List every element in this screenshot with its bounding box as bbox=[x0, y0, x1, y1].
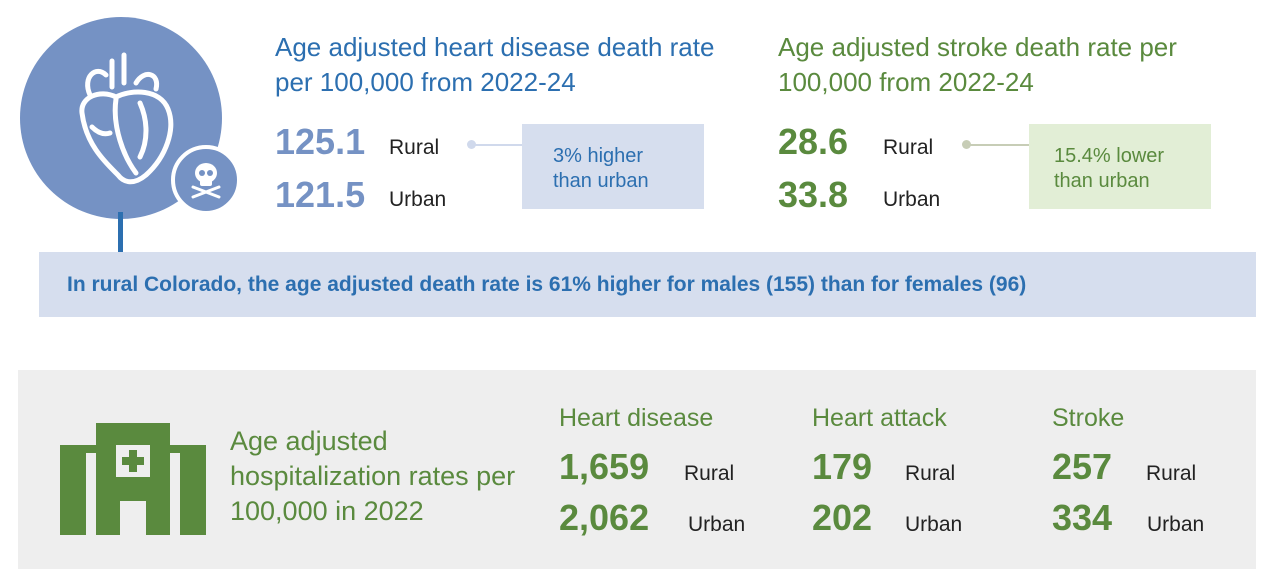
connector-line bbox=[118, 212, 123, 252]
heart-urban-label: Urban bbox=[389, 188, 447, 211]
hosp-col-heading: Stroke bbox=[1052, 404, 1125, 432]
heart-rural-label: Rural bbox=[389, 136, 440, 159]
hosp-col-heading: Heart disease bbox=[559, 404, 714, 432]
heart-urban-value: 121.5 bbox=[275, 174, 366, 215]
stroke-comparison-text: 15.4% lower than urban bbox=[1054, 145, 1165, 192]
hosp-stroke-urban-value: 334 bbox=[1052, 497, 1113, 538]
hosp-rural-label: Rural bbox=[905, 462, 956, 485]
heart-comparison-box: 3% higher than urban bbox=[522, 124, 704, 209]
skull-crossbones-icon bbox=[191, 163, 221, 199]
connector-line bbox=[471, 144, 527, 146]
hosp-rural-label: Rural bbox=[1146, 462, 1197, 485]
hosp-rural-label: Rural bbox=[684, 462, 735, 485]
stroke-urban-label: Urban bbox=[883, 188, 941, 211]
stroke-urban-value: 33.8 bbox=[778, 174, 849, 215]
hosp-heart-disease-urban-value: 2,062 bbox=[559, 497, 650, 538]
stroke-rural-label: Rural bbox=[883, 136, 934, 159]
stroke-title: Age adjusted stroke death rate per 100,0… bbox=[778, 32, 1177, 97]
heart-rural-value: 125.1 bbox=[275, 121, 366, 162]
heart-circle bbox=[20, 17, 222, 219]
hosp-heart-attack-rural-value: 179 bbox=[812, 446, 873, 487]
heart-comparison-text: 3% higher than urban bbox=[553, 145, 649, 192]
connector-line bbox=[966, 144, 1032, 146]
hosp-stroke-rural-value: 257 bbox=[1052, 446, 1113, 487]
heart-disease-title: Age adjusted heart disease death rate pe… bbox=[275, 32, 715, 97]
hospital-building-icon bbox=[60, 423, 206, 540]
hosp-urban-label: Urban bbox=[905, 513, 963, 536]
skull-badge bbox=[171, 145, 241, 215]
hosp-heart-disease-rural-value: 1,659 bbox=[559, 446, 650, 487]
hosp-urban-label: Urban bbox=[1147, 513, 1205, 536]
stroke-comparison-box: 15.4% lower than urban bbox=[1029, 124, 1211, 209]
rural-sex-banner: In rural Colorado, the age adjusted deat… bbox=[39, 252, 1256, 317]
stroke-rural-value: 28.6 bbox=[778, 121, 849, 162]
hospitalization-title: Age adjusted hospitalization rates per 1… bbox=[230, 426, 516, 526]
anatomical-heart-icon bbox=[79, 52, 174, 185]
hosp-heart-attack-urban-value: 202 bbox=[812, 497, 873, 538]
hospitalization-panel bbox=[18, 370, 1256, 569]
hosp-urban-label: Urban bbox=[688, 513, 746, 536]
hosp-col-heading: Heart attack bbox=[812, 404, 947, 432]
